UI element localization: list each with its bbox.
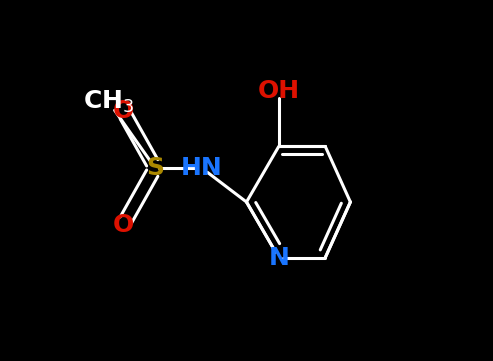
Text: OH: OH	[258, 79, 300, 103]
Text: CH$_3$: CH$_3$	[83, 88, 134, 115]
Text: O: O	[112, 99, 134, 123]
Text: O: O	[112, 213, 134, 237]
Text: S: S	[146, 156, 164, 180]
Text: N: N	[268, 245, 289, 270]
Text: HN: HN	[181, 156, 223, 180]
